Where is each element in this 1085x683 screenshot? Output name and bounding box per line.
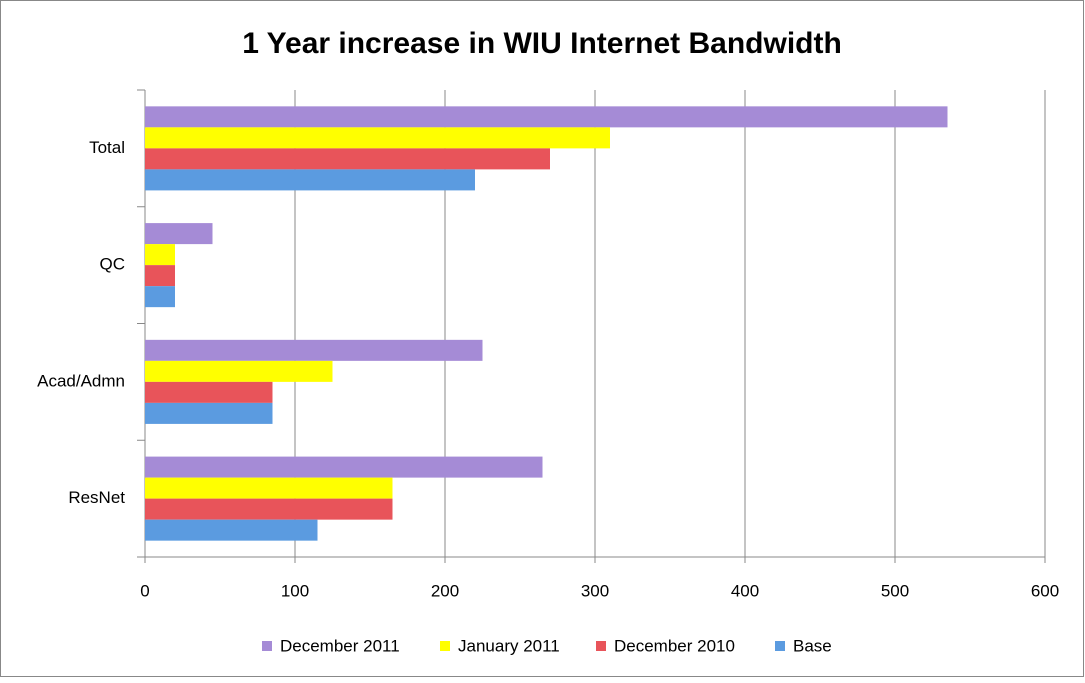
- y-tick-label: Total: [89, 138, 125, 157]
- bar: [145, 519, 318, 541]
- x-tick-label: 100: [281, 581, 309, 600]
- legend-swatch: [596, 641, 606, 651]
- bar: [145, 148, 550, 170]
- legend-swatch: [775, 641, 785, 651]
- bar: [145, 456, 543, 478]
- x-tick-label: 200: [431, 581, 459, 600]
- legend-label: Base: [793, 636, 832, 655]
- bar: [145, 402, 273, 424]
- legend-label: December 2011: [280, 636, 400, 655]
- bar: [145, 223, 213, 245]
- bar: [145, 360, 333, 382]
- x-tick-label: 600: [1031, 581, 1059, 600]
- bar: [145, 339, 483, 361]
- bar: [145, 381, 273, 403]
- bar: [145, 169, 475, 191]
- x-tick-label: 500: [881, 581, 909, 600]
- y-tick-label: QC: [100, 255, 126, 274]
- y-tick-label: Acad/Admn: [37, 371, 125, 390]
- legend-label: December 2010: [614, 636, 735, 655]
- x-tick-label: 300: [581, 581, 609, 600]
- bar: [145, 265, 175, 287]
- bar: [145, 286, 175, 308]
- bar: [145, 498, 393, 520]
- x-tick-label: 0: [140, 581, 149, 600]
- legend-swatch: [262, 641, 272, 651]
- y-tick-label: ResNet: [68, 488, 125, 507]
- x-tick-label: 400: [731, 581, 759, 600]
- legend-swatch: [440, 641, 450, 651]
- legend-label: January 2011: [458, 636, 560, 655]
- bar: [145, 127, 610, 149]
- bar: [145, 106, 948, 128]
- bar: [145, 477, 393, 499]
- bar: [145, 244, 175, 266]
- chart-title: 1 Year increase in WIU Internet Bandwidt…: [242, 27, 842, 60]
